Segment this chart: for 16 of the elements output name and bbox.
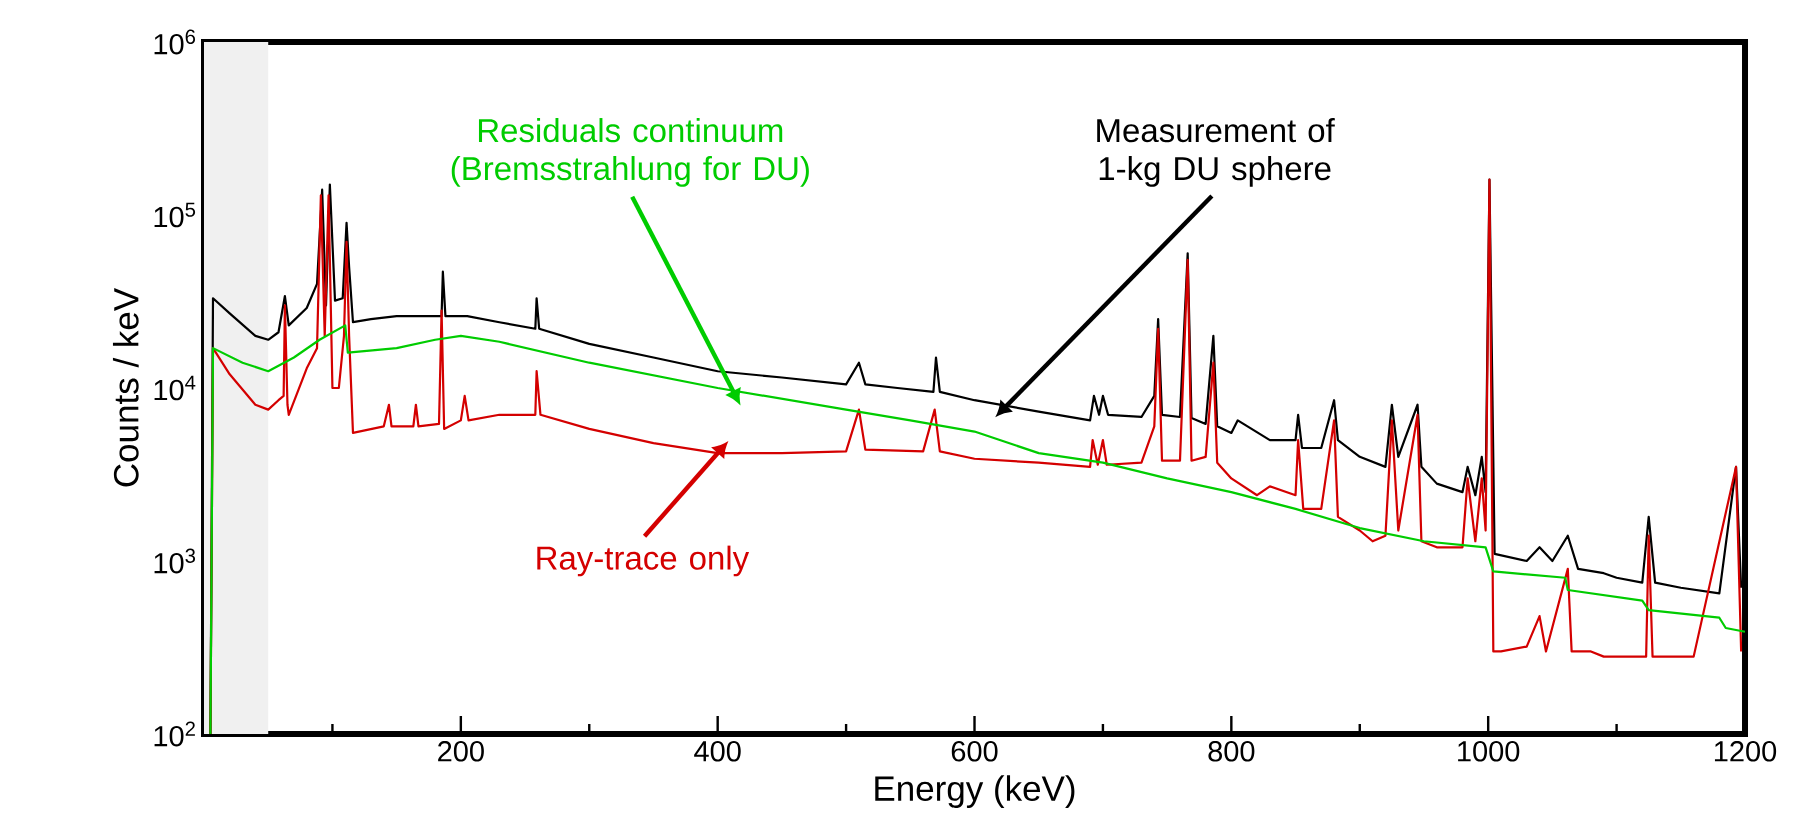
x-tick-label: 600	[951, 741, 998, 762]
y-tick-label: 10$^{5}$	[154, 202, 196, 228]
x-axis-title: Energy (keV)	[875, 775, 1075, 808]
x-tick-label: 200	[438, 741, 484, 762]
x-tick-label: 400	[694, 741, 741, 762]
y-tick-label: 10$^{6}$	[154, 29, 196, 55]
y-axis-title: Counts / keV	[112, 288, 139, 487]
x-tick-label: 1200	[1714, 741, 1777, 762]
x-tick-label: 1000	[1458, 741, 1520, 762]
x-tick-label: 800	[1208, 741, 1255, 762]
y-tick-label: 10$^{3}$	[154, 548, 196, 574]
y-tick-label: 10$^{4}$	[154, 375, 196, 401]
annotation: Measurement of 1-kg DU sphere	[1097, 118, 1335, 187]
annotation: Ray-trace only	[537, 545, 750, 577]
y-tick-label: 10$^{2}$	[154, 721, 195, 747]
annotation: Residuals continuum (Bremsstrahlung for DU)	[451, 118, 809, 187]
